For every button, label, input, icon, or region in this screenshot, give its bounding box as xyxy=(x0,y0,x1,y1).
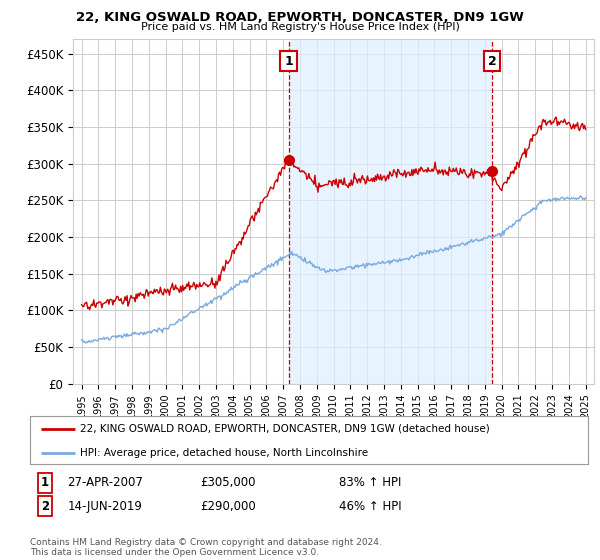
Text: £290,000: £290,000 xyxy=(200,500,256,513)
Text: Contains HM Land Registry data © Crown copyright and database right 2024.
This d: Contains HM Land Registry data © Crown c… xyxy=(30,538,382,557)
Text: 2: 2 xyxy=(41,500,49,513)
Text: 22, KING OSWALD ROAD, EPWORTH, DONCASTER, DN9 1GW (detached house): 22, KING OSWALD ROAD, EPWORTH, DONCASTER… xyxy=(80,424,490,434)
Text: Price paid vs. HM Land Registry's House Price Index (HPI): Price paid vs. HM Land Registry's House … xyxy=(140,22,460,32)
Text: 46% ↑ HPI: 46% ↑ HPI xyxy=(339,500,401,513)
Text: 14-JUN-2019: 14-JUN-2019 xyxy=(68,500,142,513)
Text: 1: 1 xyxy=(41,476,49,489)
Text: 22, KING OSWALD ROAD, EPWORTH, DONCASTER, DN9 1GW: 22, KING OSWALD ROAD, EPWORTH, DONCASTER… xyxy=(76,11,524,24)
Text: 1: 1 xyxy=(284,55,293,68)
Text: HPI: Average price, detached house, North Lincolnshire: HPI: Average price, detached house, Nort… xyxy=(80,448,368,458)
Bar xyxy=(289,39,493,384)
Text: 2: 2 xyxy=(488,55,497,68)
Text: 83% ↑ HPI: 83% ↑ HPI xyxy=(339,476,401,489)
Text: £305,000: £305,000 xyxy=(200,476,256,489)
Text: 27-APR-2007: 27-APR-2007 xyxy=(67,476,143,489)
